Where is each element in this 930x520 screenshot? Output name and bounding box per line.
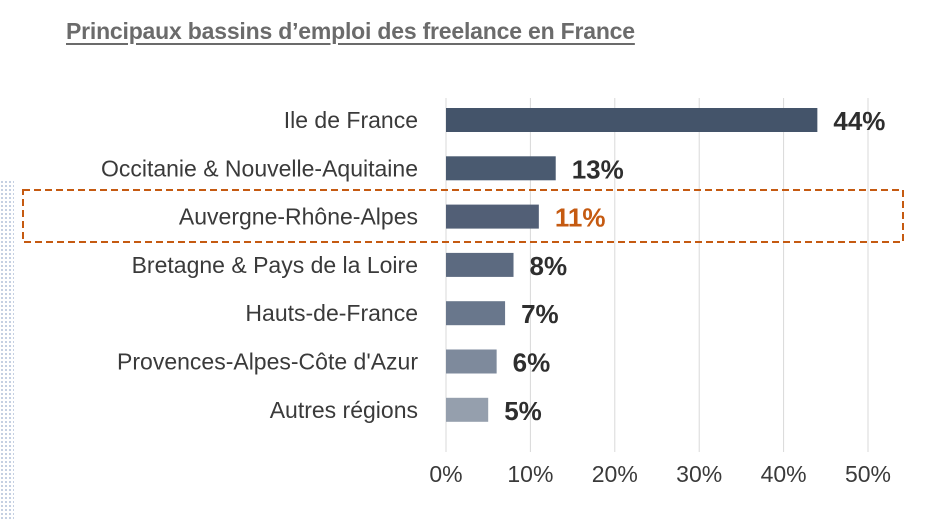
x-tick-label: 30% (676, 461, 722, 487)
bar (446, 204, 539, 229)
category-label: Provences-Alpes-Côte d'Azur (117, 349, 418, 375)
bar (446, 252, 514, 277)
category-label: Ile de France (284, 107, 418, 133)
bar (446, 349, 497, 374)
x-tick-label: 10% (507, 461, 553, 487)
category-label: Bretagne & Pays de la Loire (132, 252, 418, 278)
category-label: Occitanie & Nouvelle-Aquitaine (101, 155, 418, 181)
highlight-frame (22, 189, 904, 243)
category-labels: Ile de France Occitanie & Nouvelle-Aquita… (101, 107, 418, 423)
category-label: Auvergne-Rhône-Alpes (179, 204, 418, 230)
x-tick-label: 40% (761, 461, 807, 487)
bar (446, 156, 556, 181)
value-label: 6% (513, 348, 551, 378)
x-tick-label: 20% (592, 461, 638, 487)
bar (446, 108, 818, 132)
value-label: 11% (555, 203, 606, 233)
decorative-dot-pattern (0, 180, 14, 520)
value-labels: 44% 13% 11% 8% 7% 6% 5% (504, 106, 885, 426)
value-label: 13% (572, 154, 624, 184)
bar (446, 301, 506, 326)
x-tick-label: 50% (845, 461, 891, 487)
value-label: 44% (833, 106, 885, 136)
value-label: 7% (521, 299, 559, 329)
category-label: Autres régions (270, 397, 418, 423)
x-tick-label: 0% (429, 461, 462, 487)
x-axis-tick-labels: 0% 10% 20% 30% 40% 50% (429, 461, 891, 487)
value-label: 8% (530, 251, 568, 281)
bars-group (446, 108, 818, 422)
bar (446, 397, 489, 422)
category-label: Hauts-de-France (245, 300, 418, 326)
value-label: 5% (504, 396, 542, 426)
chart-title: Principaux bassins d’emploi des freelanc… (66, 18, 635, 44)
